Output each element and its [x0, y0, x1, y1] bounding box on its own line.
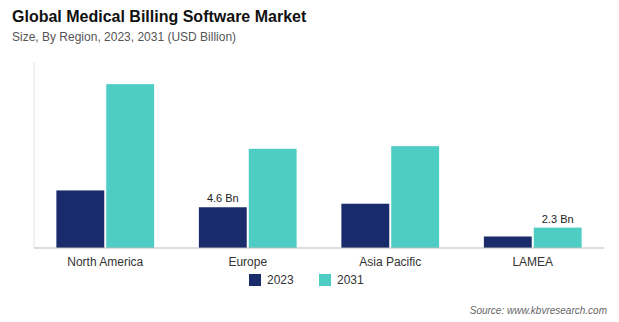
bar	[484, 236, 532, 248]
bar	[199, 207, 247, 248]
legend-label: 2031	[337, 273, 364, 287]
source: Source: www.kbvresearch.com	[470, 305, 607, 316]
bar	[391, 146, 439, 248]
bar	[56, 190, 104, 248]
bar	[106, 84, 154, 248]
x-tick-label: Europe	[228, 255, 267, 269]
annotation: 4.6 Bn	[207, 192, 239, 204]
x-axis-line	[34, 248, 604, 249]
legend-swatch	[319, 274, 331, 286]
bars	[56, 84, 581, 248]
x-tick-label: LAMEA	[512, 255, 553, 269]
y-range-line	[34, 62, 35, 248]
legend: 2023 2031	[249, 273, 364, 287]
annotation: 2.3 Bn	[542, 213, 574, 225]
chart: Global Medical Billing Software Market Si…	[0, 0, 619, 322]
subtitle: Size, By Region, 2023, 2031 (USD Billion…	[12, 30, 236, 44]
legend-label: 2023	[267, 273, 294, 287]
title: Global Medical Billing Software Market	[12, 8, 307, 25]
legend-swatch	[249, 274, 261, 286]
x-tick-label: Asia Pacific	[359, 255, 421, 269]
x-tick-label: North America	[67, 255, 143, 269]
bar	[534, 228, 582, 248]
bar	[341, 204, 389, 248]
bar	[249, 149, 297, 248]
